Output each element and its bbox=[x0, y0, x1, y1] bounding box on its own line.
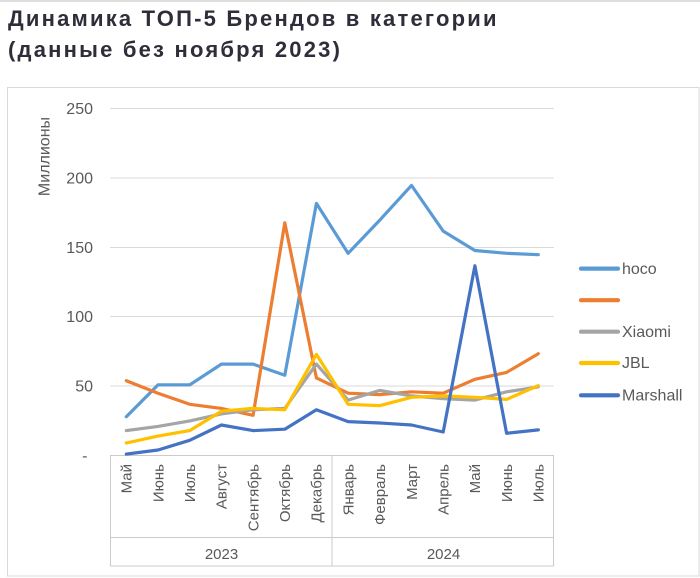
svg-text:100: 100 bbox=[66, 309, 93, 326]
svg-text:2024: 2024 bbox=[427, 546, 460, 563]
svg-text:-: - bbox=[82, 448, 87, 465]
svg-text:Декабрь: Декабрь bbox=[309, 464, 326, 523]
svg-text:Xiaomi: Xiaomi bbox=[622, 324, 671, 341]
svg-text:Январь: Январь bbox=[340, 464, 357, 516]
svg-text:Июль: Июль bbox=[182, 464, 199, 502]
svg-text:Marshall: Marshall bbox=[622, 388, 682, 405]
svg-text:250: 250 bbox=[66, 101, 93, 118]
svg-text:Март: Март bbox=[404, 464, 421, 500]
svg-text:Май: Май bbox=[119, 464, 136, 493]
svg-text:hoco: hoco bbox=[622, 261, 657, 278]
svg-text:Октябрь: Октябрь bbox=[277, 464, 294, 522]
svg-text:Июнь: Июнь bbox=[150, 464, 167, 502]
svg-text:Сентябрь: Сентябрь bbox=[245, 464, 262, 531]
svg-text:Август: Август bbox=[214, 464, 231, 509]
svg-text:Февраль: Февраль bbox=[372, 464, 389, 525]
svg-text:Июль: Июль bbox=[531, 464, 548, 502]
svg-text:Май: Май bbox=[467, 464, 484, 493]
svg-text:150: 150 bbox=[66, 240, 93, 257]
svg-text:JBL: JBL bbox=[622, 355, 650, 372]
svg-text:Апрель: Апрель bbox=[435, 464, 452, 515]
svg-text:Июнь: Июнь bbox=[499, 464, 516, 502]
svg-text:Миллионы: Миллионы bbox=[37, 117, 54, 196]
svg-text:50: 50 bbox=[75, 379, 93, 396]
svg-text:200: 200 bbox=[66, 171, 93, 188]
svg-text:2023: 2023 bbox=[205, 546, 238, 563]
